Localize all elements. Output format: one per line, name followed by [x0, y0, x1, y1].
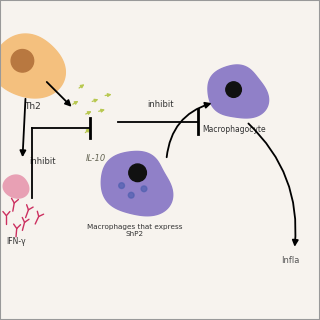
Text: IFN-γ: IFN-γ [6, 237, 26, 246]
Circle shape [119, 183, 124, 188]
Circle shape [129, 164, 147, 182]
Polygon shape [3, 175, 29, 198]
Polygon shape [101, 151, 173, 216]
Circle shape [128, 192, 134, 198]
Text: inhibit: inhibit [29, 157, 55, 166]
Text: Th2: Th2 [24, 102, 40, 111]
Text: Macrophages that express
ShP2: Macrophages that express ShP2 [87, 224, 182, 237]
Polygon shape [0, 34, 65, 98]
Circle shape [11, 50, 34, 72]
Circle shape [226, 82, 241, 97]
Polygon shape [208, 65, 268, 118]
Text: Infla: Infla [282, 256, 300, 265]
Circle shape [141, 186, 147, 192]
Text: IL-10: IL-10 [86, 154, 106, 163]
Text: inhibit: inhibit [147, 100, 173, 109]
Text: Macrophagocyte: Macrophagocyte [202, 125, 265, 134]
